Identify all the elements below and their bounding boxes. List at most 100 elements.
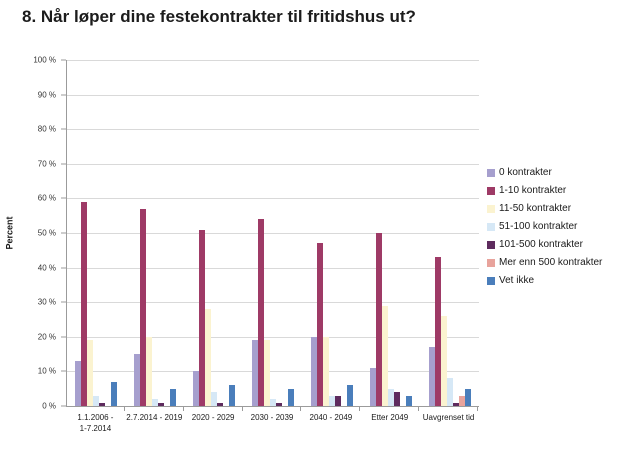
legend-label: Vet ikke	[499, 275, 535, 286]
bar-11-50-kontrakter	[440, 316, 447, 406]
x-axis-label: Etter 2049	[371, 413, 409, 422]
bar-11-50-kontrakter	[322, 336, 329, 406]
y-tick-mark	[61, 267, 66, 269]
bar-vet-ikke	[288, 388, 294, 406]
x-axis-label: 2.7.2014 - 2019	[126, 413, 183, 422]
legend-item: 0 kontrakter	[487, 167, 602, 178]
bar-51-100-kontrakter	[211, 392, 218, 406]
legend-swatch	[487, 276, 495, 285]
legend: 0 kontrakter 1-10 kontrakter 11-50 kontrak…	[487, 167, 602, 286]
bar-0-kontrakter	[428, 347, 435, 406]
legend-label: 0 kontrakter	[499, 167, 552, 178]
bar-0-kontrakter	[134, 354, 141, 406]
bar-group	[361, 60, 420, 406]
bar-101-500-kontrakter	[334, 395, 341, 406]
x-axis-label: 2030 - 2039	[250, 413, 294, 422]
bar-mer-enn-500-kontrakter	[458, 395, 465, 406]
legend-label: 101-500 kontrakter	[499, 239, 583, 250]
bar-1-10-kontrakter	[81, 201, 88, 406]
bar-0-kontrakter	[252, 340, 258, 406]
y-axis-title: Percent	[5, 216, 15, 250]
bar-group	[126, 60, 185, 406]
legend-item: 101-500 kontrakter	[487, 239, 602, 250]
y-tick-mark	[61, 59, 66, 61]
bar-0-kontrakter	[310, 336, 317, 406]
legend-item: Vet ikke	[487, 275, 602, 286]
x-axis-label: Uavgrenset tid	[422, 413, 475, 422]
x-axis-ticks	[66, 407, 479, 411]
bar-vet-ikke	[170, 388, 177, 406]
bar-group	[420, 60, 479, 406]
legend-swatch	[487, 240, 495, 249]
x-axis-label: 1.1.2006 - 1-7.2014	[77, 413, 114, 433]
legend-swatch	[487, 222, 495, 231]
bar-1-10-kontrakter	[316, 243, 323, 406]
legend-label: Mer enn 500 kontrakter	[499, 257, 603, 268]
bar-11-50-kontrakter	[87, 340, 94, 406]
bar-101-500-kontrakter	[393, 392, 400, 406]
bar-0-kontrakter	[193, 371, 200, 406]
legend-swatch	[487, 168, 495, 177]
legend-swatch	[487, 258, 495, 267]
gridline	[67, 94, 479, 96]
bar-51-100-kontrakter	[387, 388, 394, 406]
y-axis-title-wrap: Percent	[2, 60, 18, 406]
legend-label: 11-50 kontrakter	[499, 203, 572, 214]
gridline	[67, 302, 479, 304]
y-tick-mark	[61, 94, 66, 96]
y-tick-label: 80 %	[37, 124, 56, 134]
y-tick-mark	[61, 128, 66, 130]
bar-vet-ikke	[405, 395, 412, 406]
legend-item: 11-50 kontrakter	[487, 203, 602, 214]
y-tick-mark	[61, 197, 66, 199]
legend-label: 51-100 kontrakter	[499, 221, 578, 232]
bar-0-kontrakter	[369, 367, 376, 406]
gridline	[67, 129, 479, 131]
x-axis-label: 2040 - 2049	[309, 413, 353, 422]
x-tick	[125, 407, 184, 411]
x-tick	[360, 407, 420, 411]
bar-vet-ikke	[111, 381, 118, 406]
y-tick-mark	[61, 405, 66, 407]
bar-101-500-kontrakter	[99, 402, 106, 406]
gridline	[67, 198, 479, 200]
bar-1-10-kontrakter	[434, 257, 441, 406]
bar-51-100-kontrakter	[328, 395, 335, 406]
y-tick-label: 60 %	[37, 193, 56, 203]
bar-11-50-kontrakter	[381, 305, 388, 406]
bar-1-10-kontrakter	[258, 219, 264, 406]
y-tick-label: 0 %	[42, 401, 56, 411]
y-axis: 0 % 10 % 20 % 30 % 40 % 50 % 60 % 70 % 80 % 90 % 1…	[22, 56, 66, 411]
legend-item: Mer enn 500 kontrakter	[487, 257, 602, 268]
bar-51-100-kontrakter	[93, 395, 100, 406]
bar-group	[244, 60, 303, 406]
y-tick-mark	[61, 370, 66, 372]
bar-101-500-kontrakter	[452, 402, 459, 406]
bar-11-50-kontrakter	[205, 309, 212, 406]
y-tick-mark	[61, 336, 66, 338]
x-tick	[301, 407, 361, 411]
chart-title: 8. Når løper dine festekontrakter til fr…	[22, 7, 416, 26]
bar-11-50-kontrakter	[264, 340, 270, 406]
x-tick	[419, 407, 479, 411]
bar-group	[67, 60, 126, 406]
bar-11-50-kontrakter	[146, 336, 153, 406]
y-tick-label: 70 %	[37, 159, 56, 169]
bar-group	[185, 60, 244, 406]
bar-101-500-kontrakter	[217, 402, 224, 406]
bar-1-10-kontrakter	[140, 208, 147, 406]
bar-1-10-kontrakter	[199, 229, 206, 406]
bar-vet-ikke	[229, 385, 236, 406]
bar-group	[302, 60, 361, 406]
bar-vet-ikke	[464, 388, 471, 406]
gridline	[67, 336, 479, 338]
bar-101-500-kontrakter	[276, 402, 282, 406]
gridline	[67, 163, 479, 165]
x-tick	[184, 407, 243, 411]
gridline	[67, 371, 479, 373]
y-tick-mark	[61, 232, 66, 234]
bar-vet-ikke	[346, 385, 353, 406]
y-tick-label: 90 %	[37, 90, 56, 100]
bar-51-100-kontrakter	[446, 378, 453, 406]
